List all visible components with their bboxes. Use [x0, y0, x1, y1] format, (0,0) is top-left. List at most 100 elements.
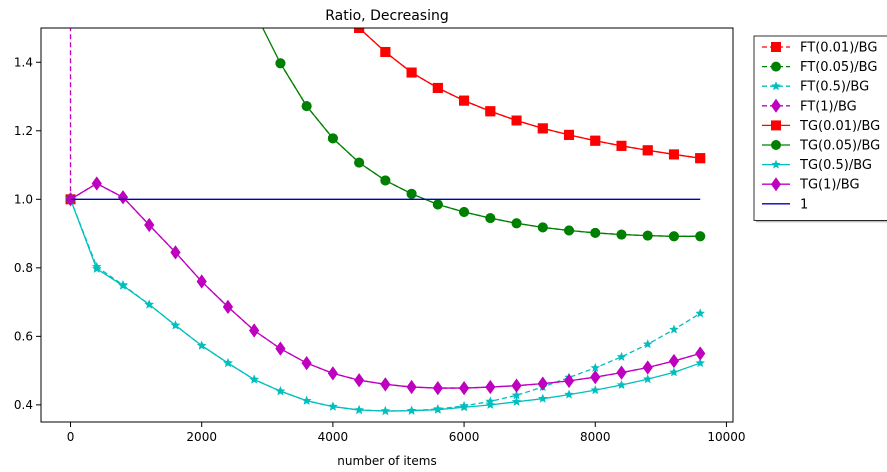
series-4-point — [642, 145, 653, 156]
series-6-point — [170, 320, 181, 330]
y-tick-label: 1.2 — [14, 124, 33, 138]
series-7-point — [406, 380, 417, 395]
legend-item: TG(0.5)/BG — [762, 158, 872, 173]
series-7-point — [432, 381, 443, 396]
series-5-point — [511, 218, 522, 229]
x-tick-label: 6000 — [449, 430, 480, 444]
series-5-point — [354, 157, 365, 168]
series-7-point — [275, 341, 286, 356]
legend-label: TG(0.01)/BG — [799, 119, 880, 134]
series-6-point — [144, 299, 154, 309]
series-5-point — [485, 213, 496, 224]
legend-item: FT(0.05)/BG — [762, 60, 877, 75]
series-7-point — [511, 378, 522, 393]
series-7-point — [249, 323, 260, 338]
series-0-line — [358, 28, 701, 159]
legend-label: 1 — [800, 197, 808, 212]
series-layer — [65, 28, 706, 416]
series-7-point — [380, 377, 391, 392]
series-6-point — [485, 399, 496, 409]
series-1 — [65, 58, 706, 242]
x-tick-label: 8000 — [580, 430, 611, 444]
legend-item: FT(0.01)/BG — [762, 41, 877, 56]
legend-label: TG(0.05)/BG — [799, 139, 880, 154]
series-4-point — [616, 140, 627, 151]
legend-item: FT(0.5)/BG — [762, 80, 869, 95]
series-6-point — [616, 380, 627, 390]
legend-marker — [771, 98, 781, 113]
series-7-point — [354, 373, 365, 388]
series-5-line — [279, 62, 701, 237]
series-6-point — [406, 405, 417, 415]
series-7-point — [537, 376, 548, 391]
series-4-point — [590, 135, 601, 146]
series-6-point — [92, 263, 102, 273]
series-4-point — [695, 153, 706, 164]
x-tick-label: 10000 — [707, 430, 745, 444]
series-7-point — [196, 274, 207, 289]
series-1-line — [279, 62, 701, 237]
series-6-point — [642, 374, 653, 384]
series-6-point — [118, 280, 128, 290]
legend-item: FT(1)/BG — [762, 98, 857, 114]
series-6-point — [196, 340, 207, 350]
series-4-point — [564, 129, 575, 140]
y-tick-label: 1.4 — [14, 55, 33, 69]
legend-label: FT(1)/BG — [800, 99, 857, 114]
series-7-point — [642, 360, 653, 375]
series-7-point — [91, 176, 102, 191]
series-5-point — [406, 188, 417, 199]
series-5-entry — [262, 28, 281, 64]
legend-item: TG(0.01)/BG — [762, 119, 880, 134]
series-6-point — [380, 406, 391, 416]
legend-label: FT(0.01)/BG — [800, 41, 877, 56]
series-6-point — [459, 402, 469, 412]
legend-label: TG(1)/BG — [799, 178, 860, 193]
series-7-point — [564, 373, 575, 388]
legend-item: 1 — [762, 197, 808, 212]
axes-layer: 0 2000 4000 6000 8000 10000 0.4 0.6 0.8 1.0 1.2 1.4 — [14, 55, 746, 444]
y-tick-label: 0.8 — [14, 261, 33, 275]
series-6-point — [590, 385, 601, 395]
series-4-point — [511, 115, 522, 126]
series-7-point — [485, 380, 496, 395]
x-tick-label: 4000 — [318, 430, 349, 444]
series-5-point — [380, 175, 391, 186]
series-7-point — [170, 245, 181, 260]
legend: FT(0.01)/BG FT(0.05)/BG FT(0.5)/BG FT(1)/BG… — [753, 35, 887, 223]
legend-marker — [771, 42, 781, 52]
series-6-point — [695, 358, 705, 368]
series-7 — [65, 176, 706, 396]
series-6-point — [249, 374, 259, 384]
series-6-point — [301, 395, 312, 405]
chart-title: Ratio, Decreasing — [325, 8, 449, 24]
legend-marker — [771, 81, 781, 91]
series-7-point — [616, 365, 627, 380]
series-2-point — [511, 390, 522, 400]
series-4-point — [537, 123, 548, 134]
series-6-point — [669, 367, 679, 377]
series-5-point — [590, 227, 601, 238]
series-6-point — [275, 386, 286, 396]
series-2-point — [669, 324, 679, 334]
series-4-point — [354, 28, 365, 33]
series-4-point — [668, 149, 679, 160]
x-tick-label: 2000 — [186, 430, 217, 444]
series-6-point — [538, 393, 548, 403]
series-4-point — [485, 106, 496, 117]
series-5-point — [668, 231, 679, 242]
series-7-point — [668, 354, 679, 369]
legend-label: FT(0.05)/BG — [800, 60, 877, 75]
series-7-point — [327, 366, 338, 381]
series-4-point — [406, 67, 417, 78]
series-2-point — [642, 339, 653, 349]
series-6 — [65, 194, 705, 416]
legend-label: TG(0.5)/BG — [799, 158, 872, 173]
legend-marker — [771, 120, 781, 131]
series-7-point — [117, 190, 128, 205]
series-3-line — [70, 182, 701, 389]
series-7-point — [144, 218, 155, 232]
series-5-point — [642, 230, 653, 241]
series-5-point — [564, 225, 575, 236]
